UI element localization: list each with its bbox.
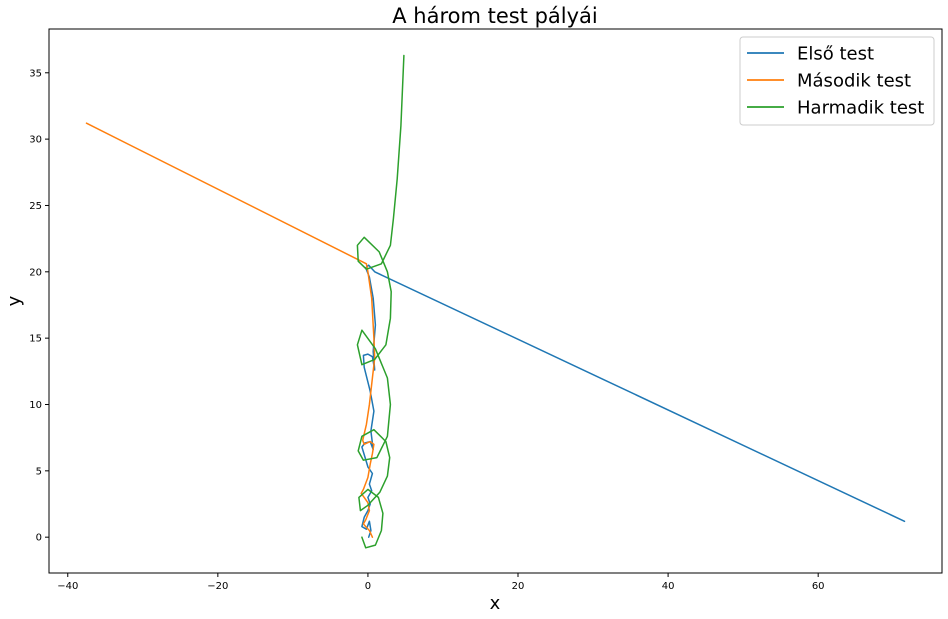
x-tick-label: 60 [812,581,825,592]
series-layer [85,54,906,549]
x-tick-label: 40 [662,581,675,592]
y-tick-label: 0 [36,533,42,544]
y-tick-label: 35 [29,68,42,79]
x-tick-label: −20 [207,581,228,592]
plot-frame [48,28,943,574]
x-axis: −40 −20 0 20 40 60 [57,573,825,592]
legend: Első test Második test Harmadik test [739,36,935,126]
x-axis-label: x [490,593,501,614]
y-axis: 0 5 10 15 20 25 30 35 [29,68,49,544]
y-tick-label: 25 [29,201,42,212]
y-tick-label: 5 [36,466,42,477]
series-line-2 [85,122,376,538]
legend-label-2: Második test [797,71,911,92]
y-tick-label: 10 [29,400,42,411]
x-tick-label: −40 [57,581,78,592]
legend-label-1: Első test [797,44,874,65]
x-tick-label: 20 [512,581,525,592]
series-line-1 [361,264,906,538]
chart-title: A három test pályái [392,4,598,28]
y-tick-label: 30 [29,135,42,146]
legend-box [739,36,935,126]
y-tick-label: 20 [29,267,42,278]
y-tick-label: 15 [29,334,42,345]
series-line-3 [356,54,405,549]
x-tick-label: 0 [365,581,371,592]
legend-label-3: Harmadik test [797,98,924,119]
y-axis-label: y [4,295,25,306]
